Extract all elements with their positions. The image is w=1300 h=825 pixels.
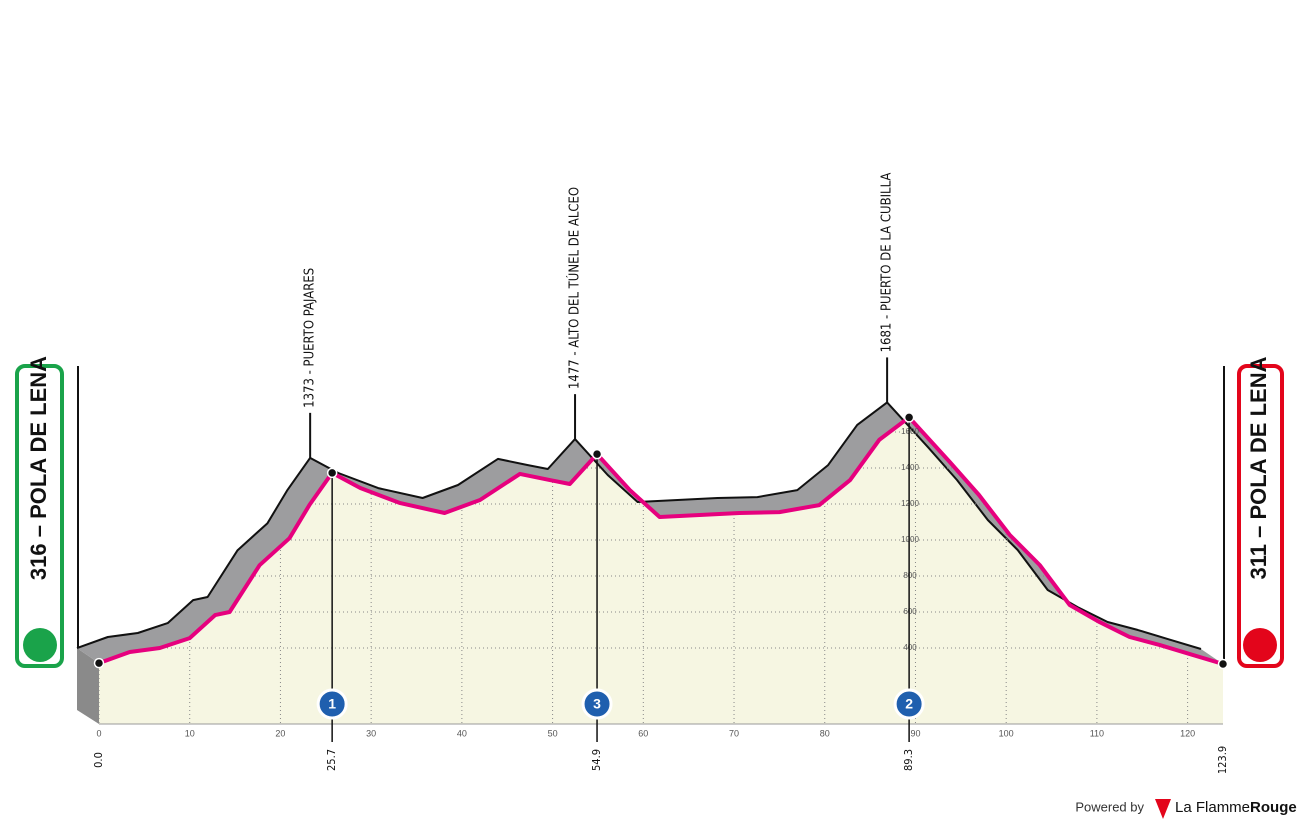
x-tick-label: 70 [729,728,739,738]
finish-banner [1237,364,1284,668]
category-badge [316,688,348,720]
summit-dot [903,412,915,423]
category-badge [581,688,613,720]
category-label: 3 [593,696,601,712]
x-tick-label: 110 [1090,728,1104,738]
y-tick-label: 1000 [901,535,919,544]
profile-area [99,417,1223,724]
x-tick-label: 80 [820,728,830,738]
climb-label: 1477 - ALTO DEL TÚNEL DE ALCEO [567,187,583,389]
category-label: 1 [328,696,336,712]
category-badge [893,688,925,720]
y-tick-label: 400 [903,643,917,652]
km-mark-label: 0.0 [92,752,105,768]
x-tick-label: 50 [548,728,558,738]
finish-label: 311 – POLA DE LENA [1246,356,1271,579]
climb-label: 1373 - PUERTO PAJARES [303,268,318,408]
powered-by: Powered by [1075,799,1144,814]
x-tick-label: 90 [910,728,920,738]
y-tick-label: 1200 [901,499,919,508]
category-label: 2 [905,696,913,712]
y-tick-label: 1400 [901,463,919,472]
profile-wall [77,648,99,724]
x-tick-label: 0 [96,728,101,738]
profile-edge [76,401,1202,650]
km-mark-label: 89.3 [902,749,915,771]
summit-dot [1217,658,1229,670]
brand-bold: Rouge [1250,799,1297,816]
y-tick-label: 600 [903,607,917,616]
x-tick-label: 40 [457,728,467,738]
brand: La FlammeRouge [1175,799,1297,816]
brand-logo [1155,799,1171,819]
start-label: 316 – POLA DE LENA [26,356,51,580]
start-icon [23,628,57,662]
km-mark-label: 123.9 [1216,746,1229,774]
summit-dot [591,448,603,460]
y-tick-label: 1600 [901,427,919,436]
y-tick-label: 800 [903,571,917,580]
km-mark-label: 25.7 [325,749,338,771]
finish-icon [1243,628,1277,662]
summit-dot [326,467,338,479]
x-tick-label: 100 [999,728,1014,738]
climb-label: 1681 - PUERTO DE LA CUBILLA [880,173,895,353]
brand-light: La Flamme [1175,799,1250,816]
km-mark-label: 54.9 [590,749,603,771]
plot: 0 10 20 30 40 50 60 70 80 90 100 110 120 400 600 800 100… [76,173,1229,774]
x-tick-label: 10 [185,728,195,738]
x-tick-label: 60 [638,728,648,738]
x-tick-label: 20 [275,728,285,738]
summit-dot [93,657,105,669]
profile-line [98,415,1224,666]
x-tick-label: 120 [1180,728,1195,738]
start-banner [15,364,64,668]
x-tick-label: 30 [366,728,376,738]
